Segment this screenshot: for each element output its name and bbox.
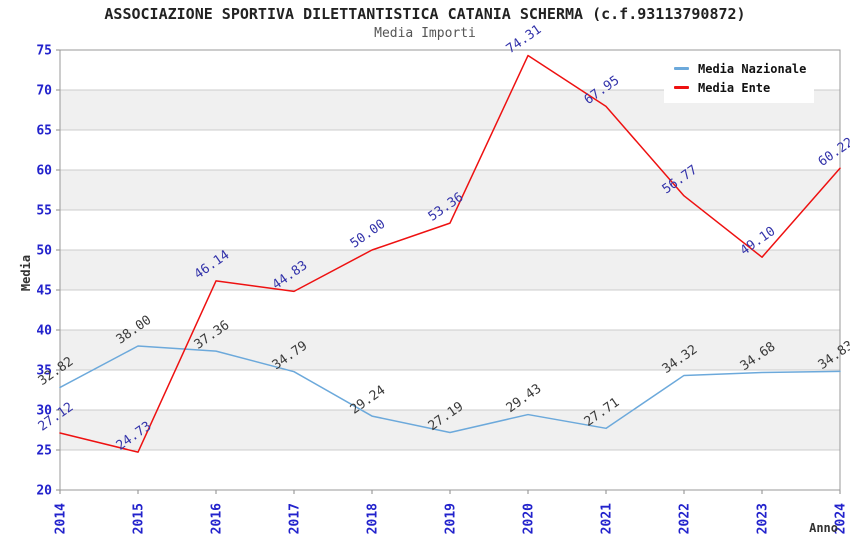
x-tick-label: 2019 (444, 503, 459, 534)
chart-subtitle: Media Importi (374, 26, 476, 41)
x-tick-label: 2016 (210, 503, 225, 534)
x-tick-label: 2017 (288, 503, 303, 534)
data-point-label: 74.31 (504, 22, 545, 57)
x-tick-label: 2020 (522, 503, 537, 534)
x-tick-label: 2023 (756, 503, 771, 534)
plot-border (59, 49, 841, 491)
y-tick-label: 75 (36, 44, 52, 59)
y-tick-label: 60 (36, 164, 52, 179)
y-tick-label: 25 (36, 444, 52, 459)
legend-item-media-ente: Media Ente (664, 78, 814, 97)
x-tick-label: 2014 (54, 503, 69, 534)
background-band (60, 170, 840, 210)
y-axis-title: Media (19, 254, 33, 292)
legend-swatch-media-ente (674, 86, 689, 89)
legend: Media Nazionale Media Ente (664, 55, 814, 103)
background-band (60, 250, 840, 290)
y-tick-label: 70 (36, 84, 52, 99)
legend-label-media-nazionale: Media Nazionale (698, 61, 807, 76)
background-band (60, 410, 840, 450)
data-point-label: 60.22 (816, 135, 850, 170)
x-axis-title: Anno (809, 521, 838, 535)
x-tick-label: 2021 (600, 503, 615, 534)
x-tick-label: 2022 (678, 503, 693, 534)
series-line-media-ente (59, 54, 841, 453)
y-tick-label: 20 (36, 484, 52, 499)
legend-swatch-media-nazionale (674, 67, 689, 70)
y-tick-label: 35 (36, 364, 52, 379)
background-band (60, 330, 840, 370)
x-tick-label: 2018 (366, 503, 381, 534)
x-tick-label: 2015 (132, 503, 147, 534)
chart-title: ASSOCIAZIONE SPORTIVA DILETTANTISTICA CA… (104, 5, 746, 23)
y-tick-label: 65 (36, 124, 52, 139)
y-tick-label: 45 (36, 284, 52, 299)
legend-item-media-nazionale: Media Nazionale (664, 59, 814, 78)
x-tick-label: 2024 (834, 503, 849, 534)
legend-label-media-ente: Media Ente (698, 80, 771, 95)
series-line-media-nazionale (59, 345, 841, 434)
y-tick-label: 40 (36, 324, 52, 339)
data-point-label: 32.82 (36, 354, 77, 389)
y-tick-label: 30 (36, 404, 52, 419)
y-tick-label: 55 (36, 204, 52, 219)
y-tick-label: 50 (36, 244, 52, 259)
